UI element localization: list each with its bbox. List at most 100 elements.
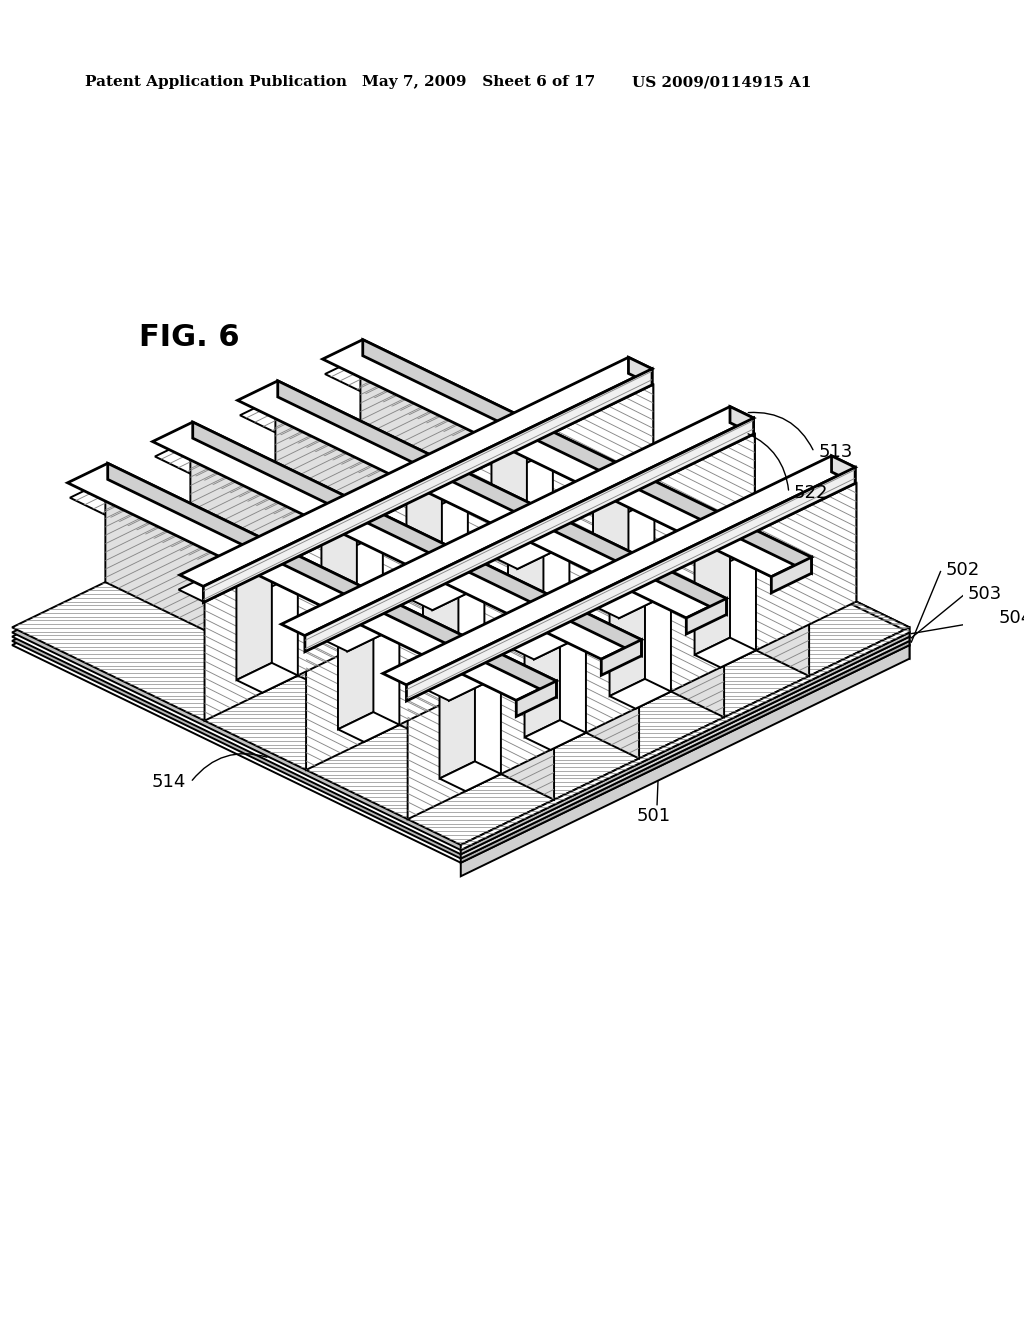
Polygon shape: [466, 672, 501, 791]
Polygon shape: [492, 438, 527, 556]
Polygon shape: [449, 582, 484, 701]
Polygon shape: [12, 418, 909, 854]
Polygon shape: [237, 663, 298, 693]
Polygon shape: [105, 480, 554, 800]
Polygon shape: [423, 569, 459, 688]
Polygon shape: [618, 499, 654, 618]
Polygon shape: [281, 421, 755, 652]
Text: 513: 513: [819, 444, 853, 461]
Polygon shape: [12, 409, 909, 845]
Polygon shape: [237, 561, 271, 680]
Polygon shape: [516, 681, 556, 717]
Polygon shape: [686, 598, 726, 634]
Polygon shape: [305, 418, 754, 652]
Text: Patent Application Publication: Patent Application Publication: [85, 75, 347, 90]
Polygon shape: [609, 678, 671, 709]
Polygon shape: [193, 422, 641, 656]
Polygon shape: [601, 640, 641, 676]
Polygon shape: [262, 574, 298, 693]
Polygon shape: [461, 424, 909, 645]
Polygon shape: [508, 528, 544, 647]
Polygon shape: [407, 467, 855, 701]
Polygon shape: [407, 479, 442, 598]
Polygon shape: [360, 356, 809, 676]
Text: 514: 514: [152, 774, 185, 792]
Polygon shape: [407, 581, 468, 610]
Polygon shape: [609, 577, 645, 696]
Polygon shape: [178, 372, 653, 602]
Polygon shape: [730, 407, 754, 434]
Polygon shape: [12, 428, 909, 863]
Polygon shape: [205, 384, 653, 721]
Polygon shape: [153, 422, 641, 659]
Text: FIG. 6: FIG. 6: [139, 323, 240, 352]
Polygon shape: [534, 541, 569, 660]
Polygon shape: [338, 611, 374, 729]
Text: 504: 504: [998, 609, 1024, 627]
Polygon shape: [461, 414, 909, 636]
Polygon shape: [629, 358, 652, 385]
Polygon shape: [282, 407, 754, 636]
Polygon shape: [729, 421, 755, 552]
Polygon shape: [432, 491, 468, 610]
Polygon shape: [306, 434, 755, 770]
Polygon shape: [12, 414, 909, 850]
Polygon shape: [338, 711, 399, 742]
Polygon shape: [461, 428, 909, 659]
Polygon shape: [347, 533, 383, 651]
Polygon shape: [325, 356, 809, 591]
Polygon shape: [461, 632, 909, 854]
Text: 503: 503: [968, 585, 1002, 603]
Text: US 2009/0114915 A1: US 2009/0114915 A1: [632, 75, 811, 90]
Polygon shape: [517, 450, 553, 569]
Polygon shape: [180, 358, 652, 586]
Polygon shape: [323, 339, 811, 577]
Polygon shape: [275, 399, 724, 717]
Polygon shape: [508, 630, 569, 660]
Text: 501: 501: [636, 807, 671, 825]
Text: May 7, 2009   Sheet 6 of 17: May 7, 2009 Sheet 6 of 17: [362, 75, 595, 90]
Polygon shape: [108, 463, 556, 697]
Polygon shape: [694, 638, 756, 668]
Polygon shape: [240, 399, 724, 632]
Polygon shape: [70, 480, 554, 715]
Polygon shape: [593, 487, 629, 606]
Polygon shape: [383, 455, 855, 685]
Polygon shape: [155, 440, 639, 675]
Polygon shape: [524, 721, 586, 750]
Polygon shape: [364, 623, 399, 742]
Polygon shape: [461, 409, 909, 632]
Polygon shape: [636, 590, 671, 709]
Polygon shape: [322, 520, 356, 639]
Polygon shape: [190, 440, 639, 759]
Polygon shape: [278, 381, 726, 615]
Polygon shape: [423, 671, 484, 701]
Polygon shape: [831, 455, 855, 483]
Polygon shape: [362, 339, 811, 573]
Polygon shape: [628, 372, 653, 503]
Polygon shape: [830, 470, 856, 602]
Polygon shape: [771, 557, 811, 593]
Polygon shape: [461, 418, 909, 642]
Polygon shape: [461, 642, 909, 863]
Polygon shape: [68, 463, 556, 701]
Polygon shape: [524, 619, 560, 738]
Polygon shape: [238, 381, 726, 618]
Polygon shape: [12, 424, 909, 858]
Polygon shape: [439, 660, 475, 779]
Polygon shape: [322, 622, 383, 651]
Polygon shape: [593, 589, 654, 618]
Polygon shape: [439, 762, 501, 791]
Polygon shape: [461, 627, 909, 850]
Polygon shape: [204, 368, 652, 602]
Polygon shape: [721, 549, 756, 668]
Polygon shape: [551, 631, 586, 750]
Polygon shape: [382, 470, 856, 701]
Polygon shape: [408, 483, 856, 820]
Polygon shape: [492, 539, 553, 569]
Text: 502: 502: [945, 561, 980, 578]
Polygon shape: [694, 536, 730, 655]
Polygon shape: [461, 636, 909, 858]
Polygon shape: [461, 645, 909, 876]
Text: 522: 522: [794, 484, 828, 502]
